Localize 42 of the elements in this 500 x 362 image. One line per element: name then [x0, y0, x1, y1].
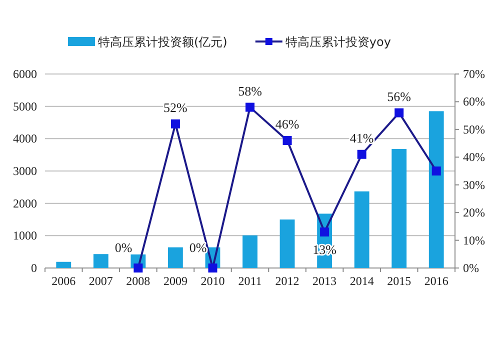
x-tick-label: 2011: [238, 274, 262, 288]
bar: [56, 262, 72, 268]
y-tick-label: 0: [31, 261, 37, 275]
legend-label: 特高压累计投资yoy: [285, 35, 391, 49]
bar: [392, 149, 407, 268]
y2-tick-label: 70%: [463, 67, 485, 81]
y-tick-label: 3000: [13, 164, 37, 178]
y-tick-label: 5000: [13, 99, 37, 114]
data-label: 46%: [275, 116, 300, 132]
y2-tick-label: 20%: [463, 206, 485, 220]
y-tick-label: 1000: [13, 228, 37, 243]
x-tick-label: 2012: [275, 274, 300, 288]
x-tick-label: 2008: [126, 274, 150, 288]
bar: [242, 235, 258, 268]
bar: [168, 247, 183, 268]
x-tick-label: 2009: [163, 274, 188, 288]
x-tick-label: 2010: [200, 274, 225, 288]
legend-label: 特高压累计投资额(亿元): [98, 35, 228, 49]
data-label: 58%: [238, 83, 262, 98]
y2-tick-label: 60%: [463, 94, 485, 109]
data-label: 56%: [387, 88, 412, 104]
y-tick-label: 2000: [13, 196, 37, 210]
data-label: 52%: [164, 100, 188, 115]
y2-tick-label: 10%: [463, 233, 485, 248]
y2-tick-label: 50%: [463, 122, 485, 136]
y2-tick-label: 40%: [463, 150, 485, 164]
y2-tick-label: 30%: [463, 178, 485, 192]
x-tick-label: 2006: [52, 274, 76, 288]
bar: [280, 220, 295, 268]
x-tick-label: 2013: [312, 274, 337, 288]
x-tick-label: 2007: [88, 274, 113, 288]
x-tick-label: 2015: [387, 274, 412, 288]
bar: [428, 111, 444, 268]
x-tick-label: 2016: [424, 274, 448, 288]
y-tick-label: 4000: [13, 132, 37, 146]
x-tick-label: 2014: [350, 274, 374, 288]
data-label: 41%: [350, 130, 374, 146]
y2-tick-label: 0%: [463, 261, 479, 275]
bar: [93, 254, 108, 268]
y-tick-label: 6000: [13, 67, 37, 81]
bar: [354, 191, 370, 268]
data-label: 0%: [114, 240, 132, 255]
